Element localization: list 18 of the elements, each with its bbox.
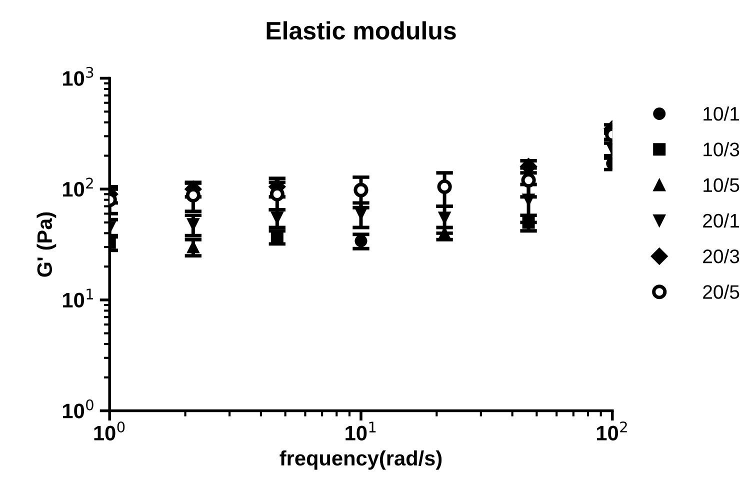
y-tick-label: 10$^{3}$	[63, 66, 94, 86]
x-axis-title: frequency(rad/s)	[280, 450, 442, 470]
legend-label: 10/3	[704, 142, 740, 156]
x-tick-label: 10$^{1}$	[346, 422, 376, 441]
y-tick-label: 10$^{1}$	[63, 288, 94, 308]
y-axis-title: G' (Pa)	[36, 212, 56, 277]
y-tick-label: 10$^{0}$	[63, 399, 94, 418]
chart-title: Elastic modulus	[266, 21, 456, 40]
point	[437, 179, 452, 194]
x-tick-label: 10$^{2}$	[597, 421, 627, 440]
legend-label: 10/5	[704, 178, 740, 192]
x-tick-label: 10$^{0}$	[94, 421, 125, 440]
legend-label: 20/3	[703, 248, 740, 264]
legend-label: 20/1	[703, 213, 740, 228]
point	[354, 182, 368, 198]
legend-label: 10/1	[704, 106, 740, 121]
legend-label: 20/5	[703, 284, 740, 299]
y-tick-label: 10$^{2}$	[63, 178, 93, 197]
